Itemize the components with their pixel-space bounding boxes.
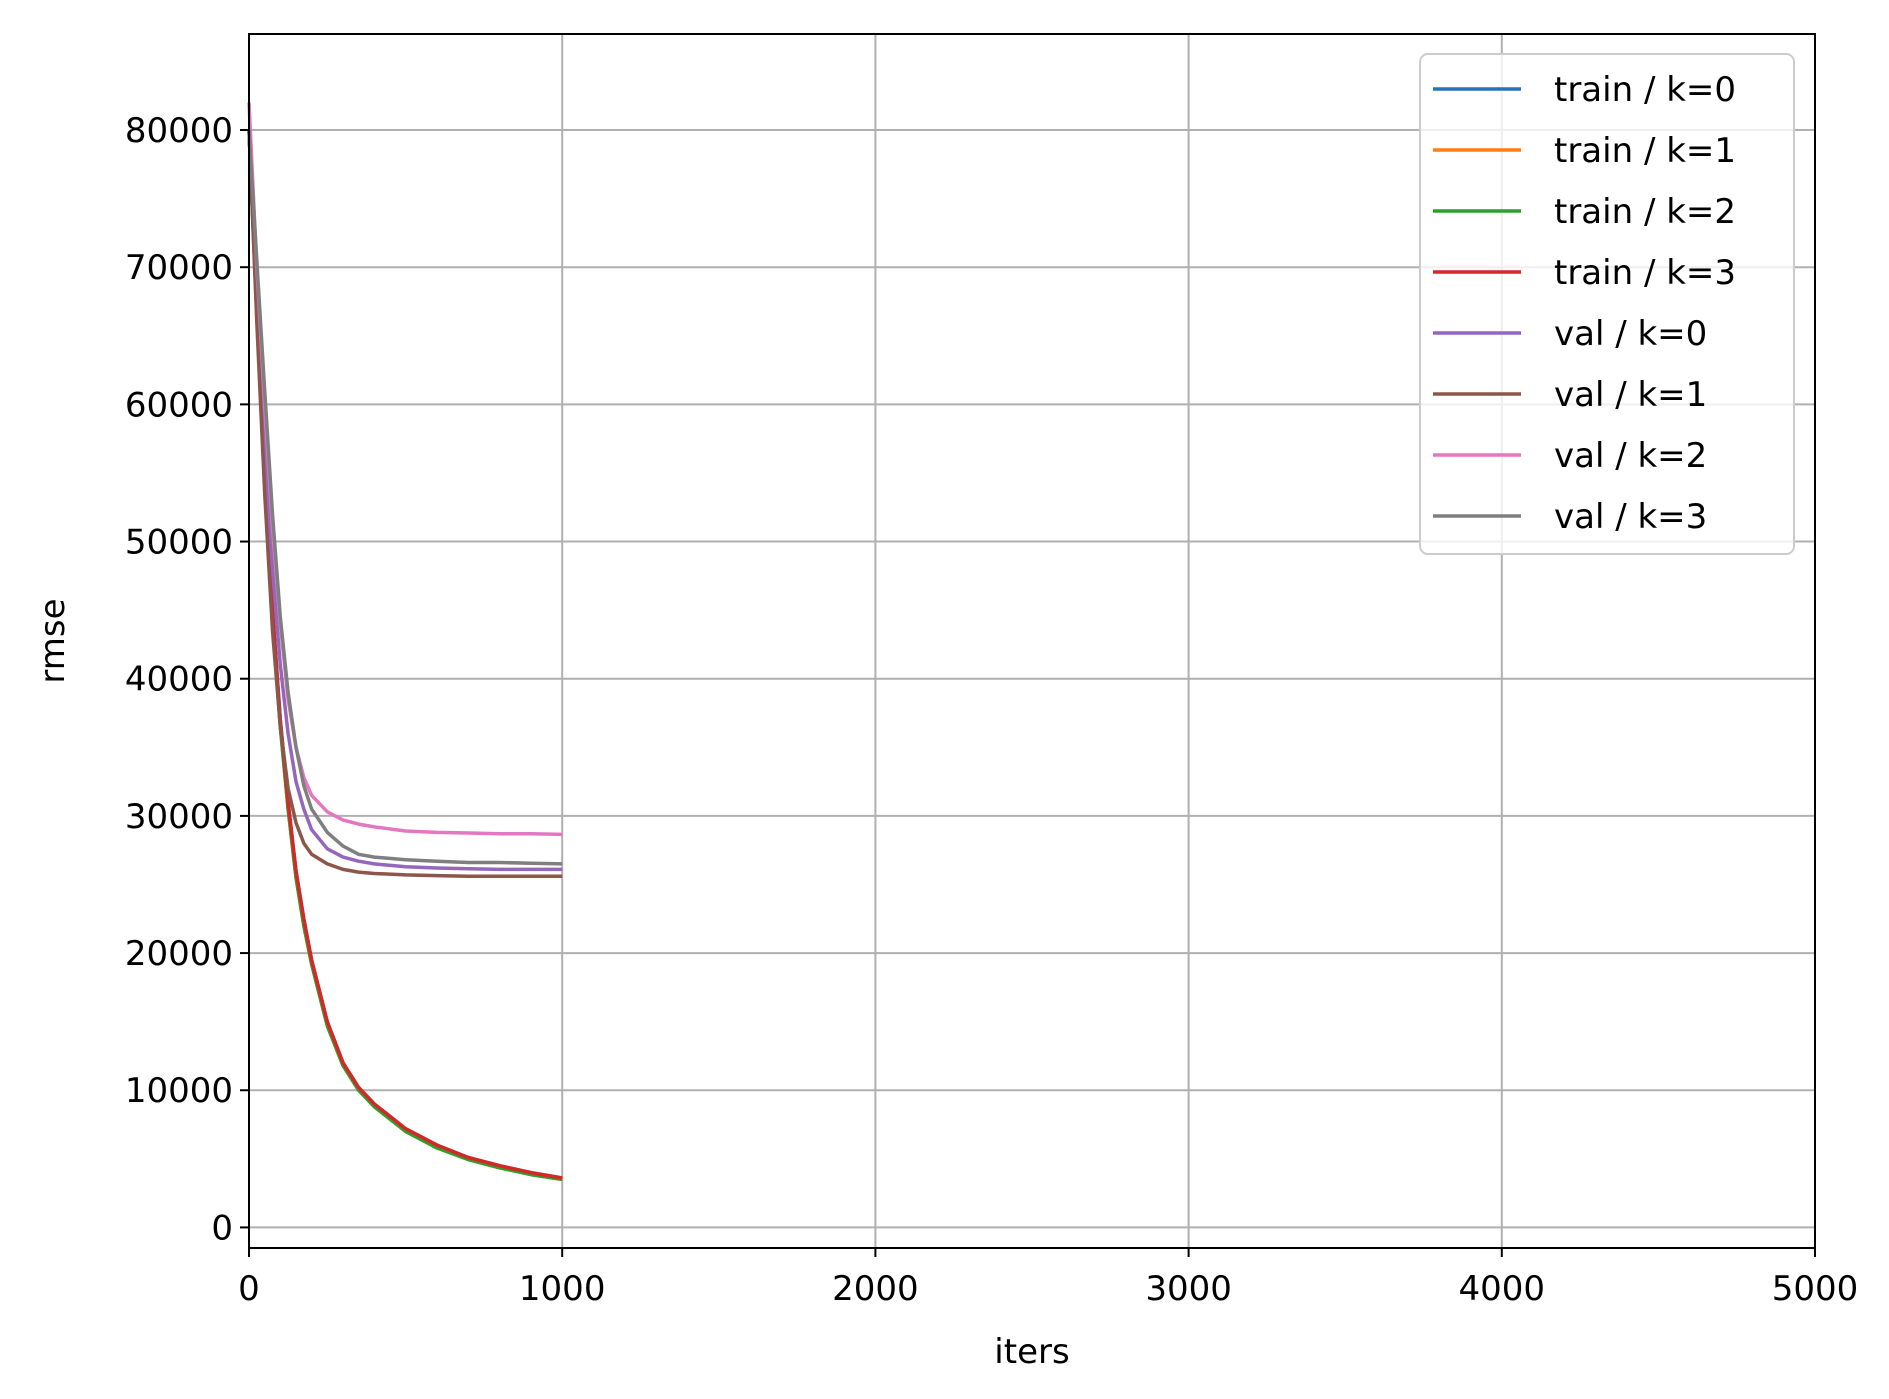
grid <box>248 34 1816 1248</box>
y-tick-label: 10000 <box>125 1071 233 1111</box>
y-axis-label: rmse <box>33 598 73 683</box>
y-tick-label: 20000 <box>125 934 233 974</box>
y-tick-label: 60000 <box>125 385 233 425</box>
legend-item: val / k=1 <box>1433 375 1707 415</box>
axis-ticks: 0 1000 2000 3000 4000 50000100002000030000400… <box>125 111 1858 1309</box>
legend-item: val / k=3 <box>1433 497 1707 537</box>
legend-label: train / k=0 <box>1554 70 1736 110</box>
x-tick-label: 2000 <box>832 1269 919 1309</box>
legend-item: train / k=1 <box>1433 131 1736 171</box>
x-axis-label: iters <box>994 1332 1069 1372</box>
x-tick-label: 1000 <box>519 1269 606 1309</box>
x-tick-label: 4000 <box>1459 1269 1546 1309</box>
legend-label: val / k=1 <box>1554 375 1707 415</box>
y-tick-label: 40000 <box>125 660 233 700</box>
legend-label: val / k=3 <box>1554 497 1707 537</box>
legend-item: train / k=2 <box>1433 192 1736 232</box>
y-tick-label: 70000 <box>125 248 233 288</box>
series-4 <box>247 129 563 872</box>
x-tick-label: 5000 <box>1772 1269 1859 1309</box>
series-5 <box>247 129 563 879</box>
x-tick-label: 3000 <box>1145 1269 1232 1309</box>
legend-label: train / k=2 <box>1554 192 1736 232</box>
legend-item: train / k=3 <box>1433 253 1736 293</box>
series-lines <box>247 102 563 1182</box>
y-tick-label: 80000 <box>125 111 233 151</box>
legend-label: val / k=0 <box>1554 314 1707 354</box>
legend-label: train / k=3 <box>1554 253 1736 293</box>
legend-label: train / k=1 <box>1554 131 1736 171</box>
legend-item: train / k=0 <box>1433 70 1736 110</box>
legend-items: train / k=0 train / k=1 train / k=2 train /… <box>1433 70 1736 537</box>
x-tick-label: 0 <box>238 1269 260 1309</box>
plot-frame <box>248 33 1816 1249</box>
legend-item: val / k=2 <box>1433 436 1707 476</box>
legend-box <box>1419 53 1795 555</box>
legend-item: val / k=0 <box>1433 314 1707 354</box>
legend: train / k=0 train / k=1 train / k=2 train /… <box>1419 53 1795 555</box>
y-tick-label: 30000 <box>125 797 233 837</box>
y-tick-label: 50000 <box>125 523 233 563</box>
legend-label: val / k=2 <box>1554 436 1707 476</box>
y-tick-label: 0 <box>211 1208 233 1248</box>
